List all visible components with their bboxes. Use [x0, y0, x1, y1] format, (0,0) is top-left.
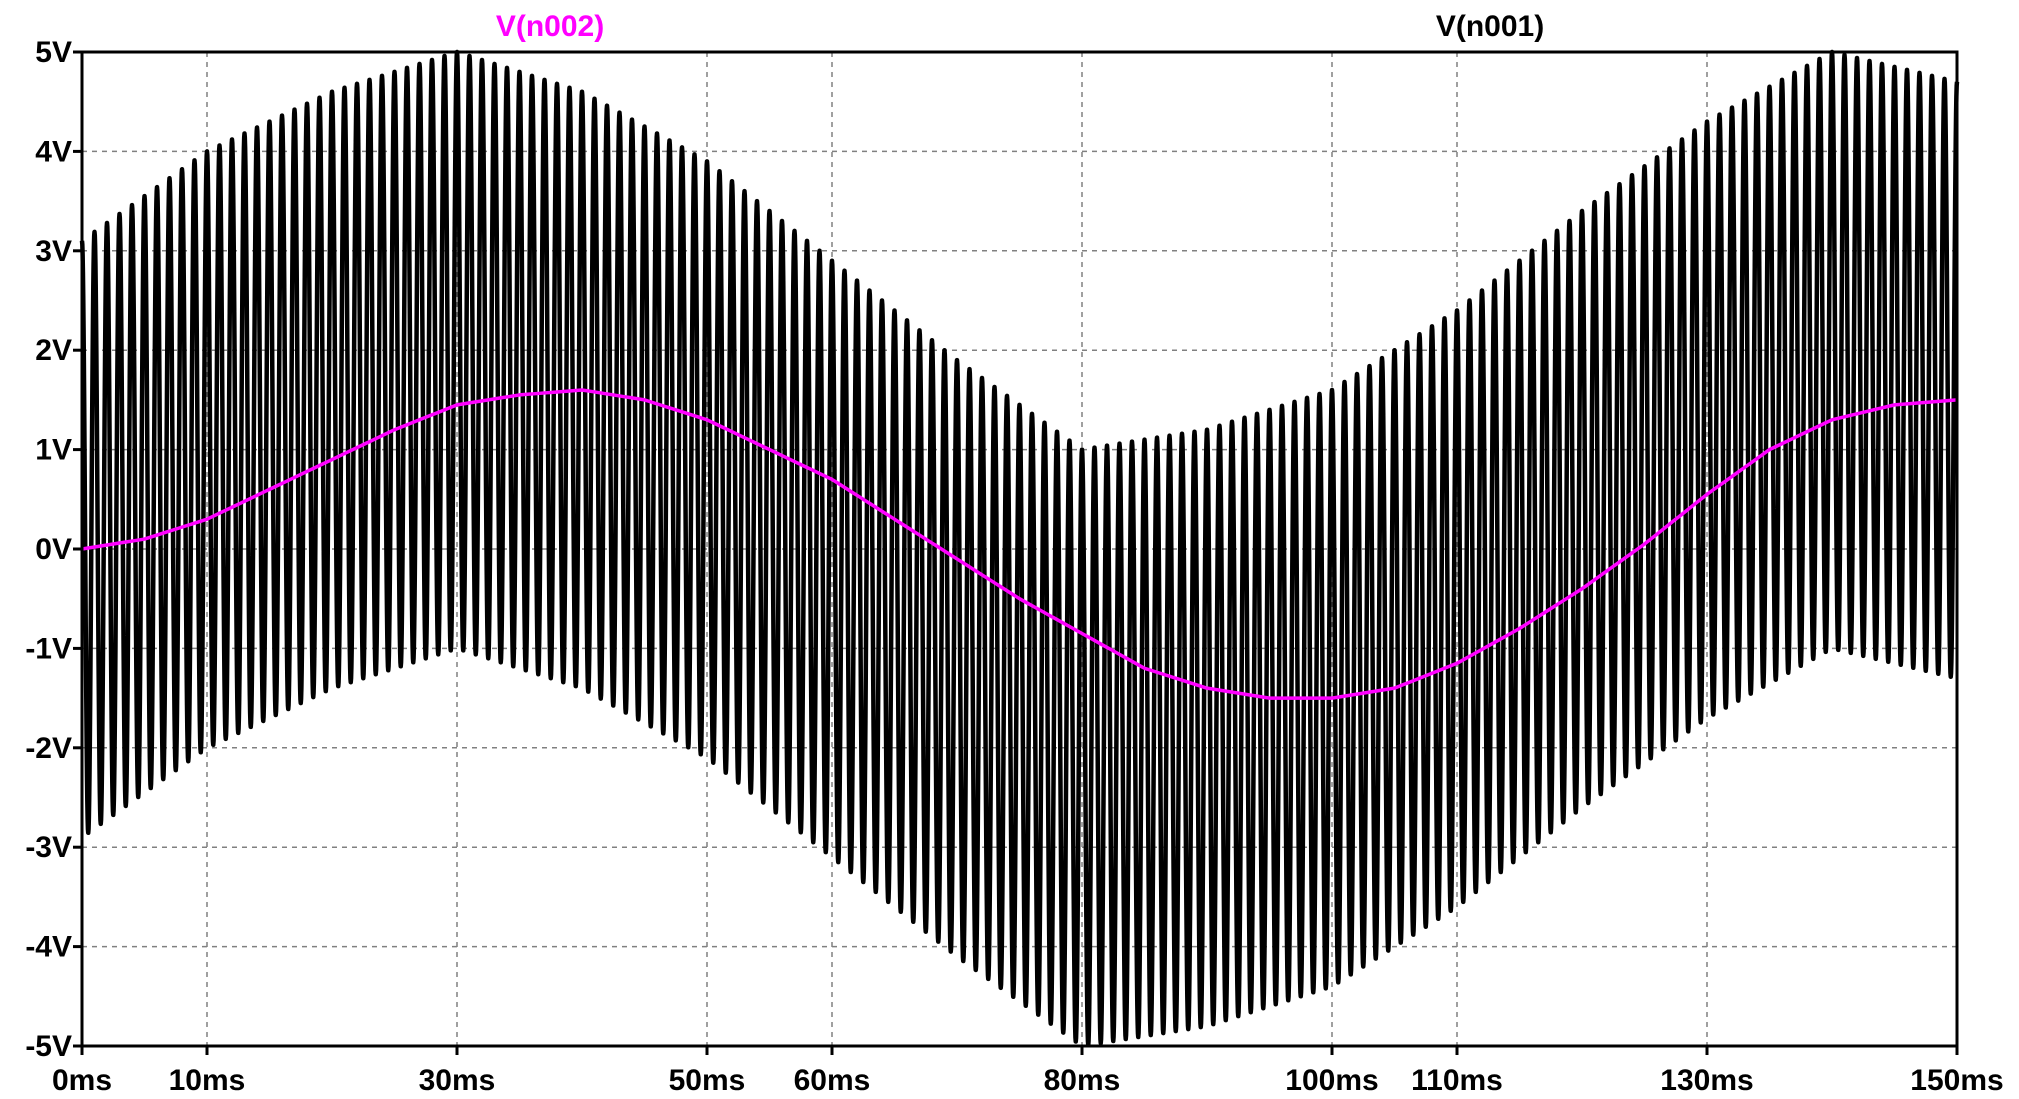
y-tick-label-3: 2V	[35, 334, 72, 367]
x-tick-label-4: 60ms	[794, 1064, 871, 1097]
x-tick-label-1: 10ms	[169, 1064, 246, 1097]
series-line-V(n002)	[81, 388, 1958, 700]
y-tick-label-0: 5V	[35, 36, 72, 69]
y-tick-label-9: -4V	[25, 931, 72, 964]
y-tick-label-7: -2V	[25, 732, 72, 765]
y-tick-label-5: 0V	[35, 533, 72, 566]
x-tick-label-0: 0ms	[52, 1064, 112, 1097]
series-layer	[79, 49, 1960, 1048]
y-tick-label-1: 4V	[35, 135, 72, 168]
y-tick-label-4: 1V	[35, 434, 72, 467]
x-tick-label-9: 150ms	[1910, 1064, 2003, 1097]
series-line-V(n001)	[79, 49, 1960, 1048]
y-tick-label-2: 3V	[35, 235, 72, 268]
axis-layer	[73, 50, 1959, 1055]
legend-label-V(n001): V(n001)	[1436, 10, 1544, 43]
y-tick-label-6: -1V	[25, 632, 72, 665]
y-tick-label-8: -3V	[25, 831, 72, 864]
x-tick-label-5: 80ms	[1044, 1064, 1121, 1097]
x-tick-label-3: 50ms	[669, 1064, 746, 1097]
y-tick-label-10: -5V	[25, 1030, 72, 1063]
x-tick-label-2: 30ms	[419, 1064, 496, 1097]
legend-label-V(n002): V(n002)	[496, 10, 604, 43]
x-tick-label-7: 110ms	[1411, 1064, 1503, 1097]
x-tick-label-8: 130ms	[1660, 1064, 1753, 1097]
label-layer: 0ms 10ms 30ms 50ms 60ms 80ms 100ms 110ms 130ms 15…	[25, 10, 2003, 1097]
x-tick-label-6: 100ms	[1285, 1064, 1378, 1097]
